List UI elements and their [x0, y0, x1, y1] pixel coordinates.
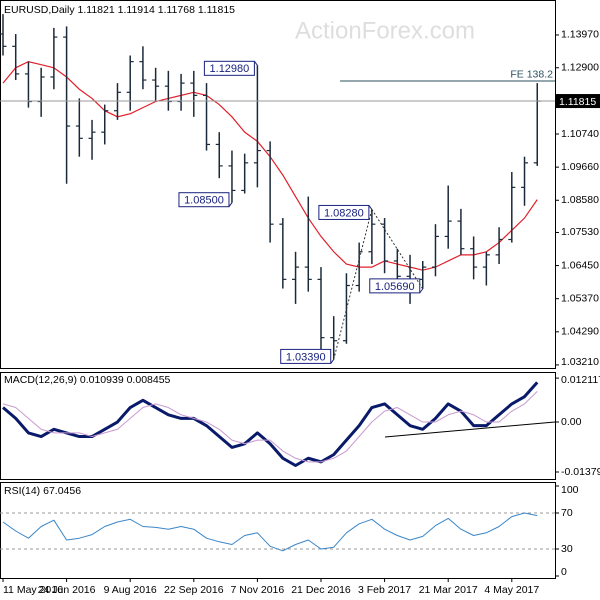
- macd-header: MACD(12,26,9) 0.010939 0.008455: [4, 374, 171, 386]
- fe-label: FE 138.2: [510, 69, 553, 81]
- annotation-box: [369, 278, 421, 294]
- x-tick-label: 21 Mar 2017: [419, 584, 478, 596]
- y-tick-label: 1.12900: [561, 62, 599, 74]
- y-tick-label: 1.06450: [561, 259, 599, 271]
- y-tick-label: 1.09660: [561, 161, 599, 173]
- watermark: ActionForex.com: [295, 17, 475, 44]
- annotation-box: [318, 204, 370, 220]
- rsi-pane: [0, 482, 556, 579]
- x-tick-label: 21 Dec 2016: [291, 584, 351, 596]
- y-tick-label: 1.03210: [561, 356, 599, 368]
- annotation-box: [178, 192, 230, 208]
- annotation-label: 1.08500: [184, 195, 224, 207]
- annotation-label: 1.05690: [375, 281, 415, 293]
- x-tick-label: 24 Jun 2016: [38, 584, 96, 596]
- title: EURUSD,Daily: [4, 4, 75, 16]
- y-tick-label: 1.04290: [561, 326, 599, 338]
- macd-trendline: [384, 421, 556, 438]
- annotation-box: [280, 348, 332, 364]
- price-header: EURUSD,Daily 1.11821 1.11914 1.11768 1.1…: [4, 4, 235, 16]
- y-tick-label: 1.10740: [561, 128, 599, 140]
- current-price-box: [556, 94, 600, 109]
- annotation-label: 1.08280: [324, 207, 364, 219]
- series-line: [2, 391, 538, 463]
- x-tick-label: 22 Sep 2016: [164, 584, 224, 596]
- x-tick-label: 3 Feb 2017: [358, 584, 411, 596]
- title: MACD(12,26,9): [4, 374, 77, 386]
- y-tick-label: 1.07530: [561, 226, 599, 238]
- macd-value: 0.010939: [80, 374, 124, 386]
- y-tick-label: 30: [561, 543, 573, 555]
- high: 1.11914: [118, 4, 155, 16]
- rsi-header: RSI(14) 67.0456: [4, 485, 81, 497]
- y-tick-label: 1.05370: [561, 292, 599, 304]
- annotation-label: 1.12980: [210, 63, 250, 75]
- rsi-value: 67.0456: [43, 485, 81, 497]
- annotation-label: 1.03390: [286, 351, 326, 363]
- price-pane: [0, 0, 556, 369]
- x-tick-label: 9 Aug 2016: [104, 584, 157, 596]
- open: 1.11821: [78, 4, 115, 16]
- y-tick-label: 0: [561, 566, 567, 578]
- x-tick-label: 11 May 2016: [3, 584, 63, 596]
- y-tick-label: 1.08580: [561, 194, 599, 206]
- x-tick-label: 7 Nov 2016: [231, 584, 285, 596]
- y-tick-label: 1.13970: [561, 29, 599, 41]
- current-price-label: 1.11815: [559, 96, 596, 108]
- x-tick-label: 4 May 2017: [484, 584, 539, 596]
- series-line: [2, 381, 539, 468]
- trend-line: [333, 209, 373, 360]
- series-line: [2, 512, 538, 552]
- y-tick-label: 0.012117: [561, 374, 600, 386]
- y-tick-label: 100: [561, 484, 579, 496]
- macd-pane: [0, 372, 556, 480]
- y-tick-label: -0.013795: [561, 466, 600, 478]
- low: 1.11768: [158, 4, 195, 16]
- y-tick-label: 0.00: [561, 416, 582, 428]
- y-tick-label: 70: [561, 507, 573, 519]
- signal-value: 0.008455: [127, 374, 171, 386]
- annotation-box: [203, 60, 255, 76]
- title: RSI(14): [4, 485, 40, 497]
- close: 1.11815: [198, 4, 235, 16]
